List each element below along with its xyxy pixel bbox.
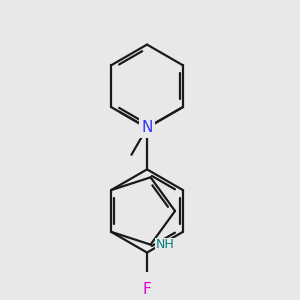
Text: N: N bbox=[141, 120, 153, 135]
Text: F: F bbox=[143, 282, 152, 297]
Text: NH: NH bbox=[155, 238, 174, 251]
